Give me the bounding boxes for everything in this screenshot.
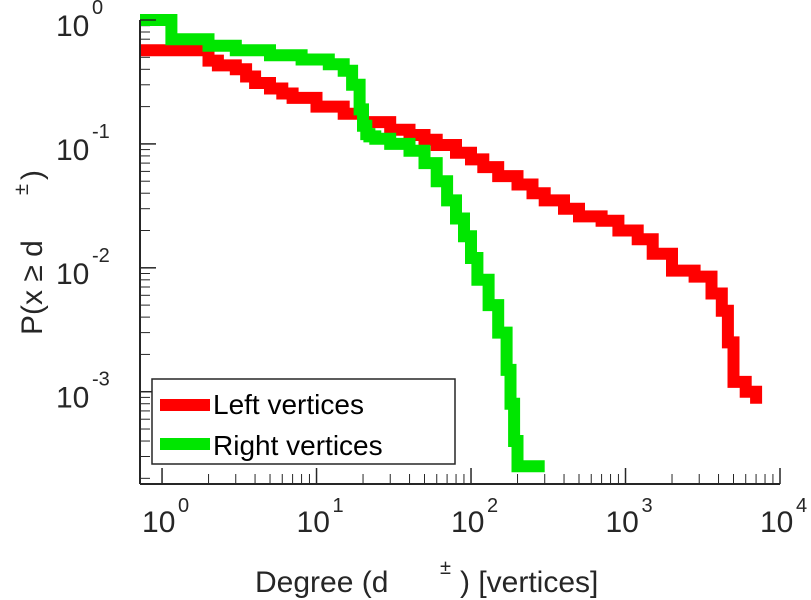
x-axis-label-sup: ± [440,557,451,579]
x-tick-exp: 1 [333,495,344,517]
x-tick-label-4: 10 4 [760,495,807,539]
series-right-vertices [140,14,545,473]
series-left-vertices [140,44,763,404]
x-tick-base: 10 [297,506,330,539]
x-tick-label-3: 10 3 [606,495,653,539]
y-axis-label-tail: ) [16,170,49,180]
legend-label-left-vertices: Left vertices [213,389,364,420]
y-tick-base: 10 [56,134,89,167]
legend: Left vertices Right vertices [151,378,456,465]
y-tick-exp: -1 [92,121,110,143]
x-tick-exp: 3 [642,495,653,517]
x-tick-label-1: 10 1 [297,495,344,539]
y-axis-label-sup: ± [11,184,33,195]
x-tick-label-0: 10 0 [142,495,189,539]
y-tick-exp: -3 [92,369,110,391]
y-tick-base: 10 [56,258,89,291]
y-tick-exp: -2 [92,245,110,267]
x-tick-base: 10 [451,506,484,539]
y-tick-label-1: 10-1 [56,121,110,167]
x-tick-base: 10 [142,506,175,539]
legend-label-right-vertices: Right vertices [213,430,383,461]
x-tick-label-2: 10 2 [451,495,498,539]
y-tick-label-3: 10-3 [56,369,110,415]
series-layer [140,14,763,473]
x-tick-exp: 4 [796,495,807,517]
y-tick-base: 10 [56,10,89,43]
x-tick-exp: 2 [487,495,498,517]
x-axis-label: Degree (d ± ) [vertices] [255,557,598,599]
y-axis-label: P(x ≥ d ± ) [11,170,49,335]
x-tick-base: 10 [606,506,639,539]
y-tick-label-2: 10-2 [56,245,110,291]
x-tick-base: 10 [760,506,793,539]
x-axis-label-tail: ) [vertices] [460,566,598,599]
y-axis-label-main: P(x ≥ d [16,240,49,335]
axes [139,20,780,485]
y-tick-exp: 0 [92,0,103,19]
y-tick-label-0: 100 [56,0,103,43]
x-tick-exp: 0 [178,495,189,517]
x-axis-label-main: Degree (d [255,566,388,599]
y-tick-base: 10 [56,382,89,415]
